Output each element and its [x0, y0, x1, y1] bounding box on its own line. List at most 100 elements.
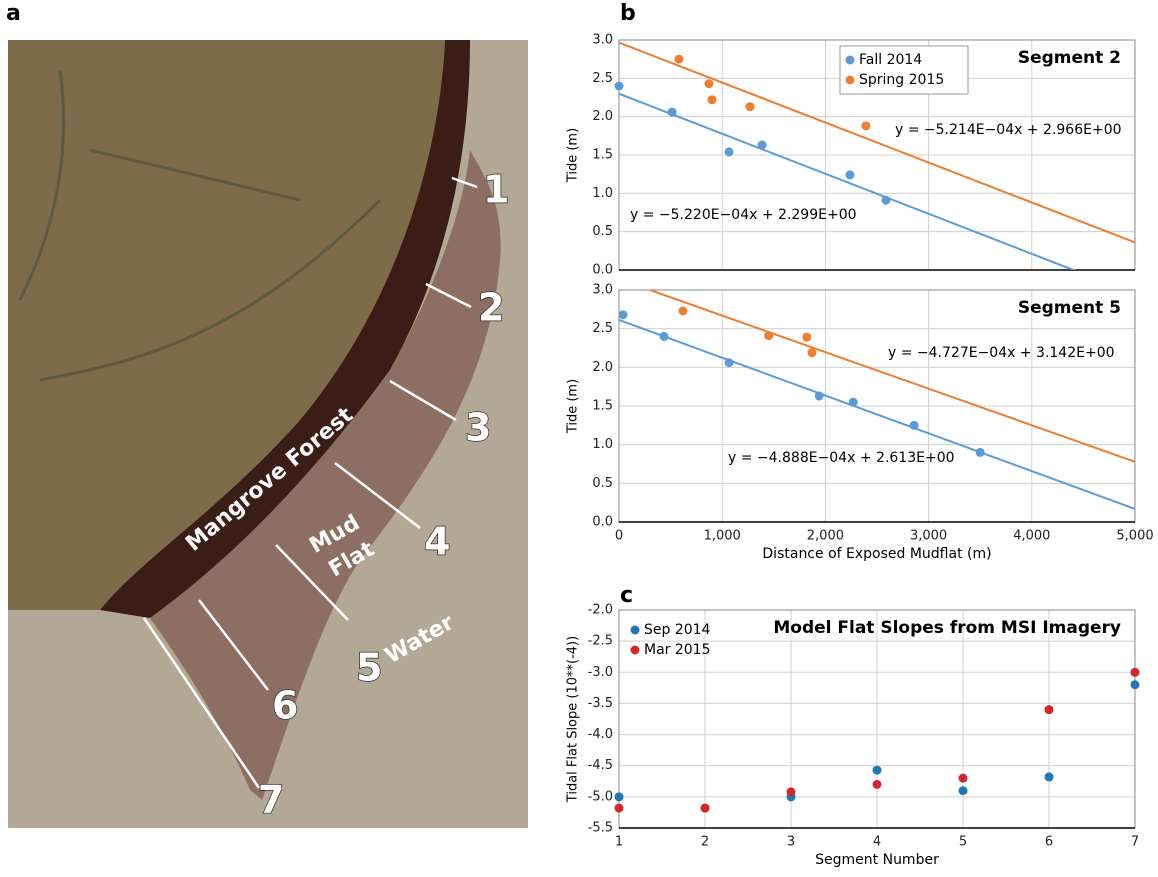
y-tick-label: 1.0: [592, 186, 613, 201]
y-tick-label: 2.5: [592, 321, 613, 336]
point: [1044, 772, 1054, 782]
x-tick-label: 5: [959, 835, 967, 850]
panel-label: c: [620, 583, 633, 608]
y-axis-label: Tide (m): [566, 128, 581, 183]
point: [724, 358, 734, 368]
point: [618, 310, 628, 320]
transect: [198, 599, 269, 691]
point: [845, 170, 855, 180]
y-tick-label: 2.0: [592, 360, 613, 375]
x-tick-label: 3: [787, 835, 795, 850]
transect-number: 3: [465, 406, 491, 450]
point: [786, 787, 796, 797]
transect-number: 7: [258, 778, 284, 822]
x-tick-label: 1,000: [704, 529, 741, 544]
point: [802, 332, 812, 342]
transects: [142, 176, 478, 789]
point: [745, 102, 755, 112]
legend-label: Spring 2015: [859, 72, 944, 88]
y-tick-label: 0.5: [592, 476, 613, 491]
point: [704, 79, 714, 89]
transect: [389, 379, 457, 422]
legend-swatch: [630, 645, 640, 655]
point: [909, 420, 919, 430]
point: [975, 447, 985, 457]
x-tick-label: 2,000: [807, 529, 844, 544]
trend-equation: y = −5.220E−04x + 2.299E+00: [630, 207, 857, 223]
point: [757, 140, 767, 150]
legend-label: Sep 2014: [644, 622, 711, 638]
legend-swatch: [630, 625, 640, 635]
x-tick-label: 6: [1045, 835, 1053, 850]
y-axis-label: Tidal Flat Slope (10**(-4)): [566, 636, 581, 803]
point: [764, 331, 774, 341]
x-tick-label: 1: [615, 835, 623, 850]
point: [614, 81, 624, 91]
legend-box: [839, 45, 969, 95]
y-tick-label: -5.5: [588, 821, 613, 836]
legend-label: Fall 2014: [859, 52, 922, 68]
point: [707, 95, 717, 105]
satellite-image: 1 2 3 4 5 6 7 Mangrove Forest Mud Flat W…: [8, 40, 528, 828]
x-tick-label: 7: [1131, 835, 1139, 850]
point: [724, 147, 734, 157]
point: [614, 792, 624, 802]
x-tick-label: 4: [873, 835, 881, 850]
y-tick-label: 1.0: [592, 437, 613, 452]
point: [861, 121, 871, 131]
transect-number: 5: [356, 646, 382, 690]
panel-label: b: [620, 1, 636, 26]
transect: [142, 617, 261, 789]
x-tick-label: 0: [615, 529, 623, 544]
trendline: [619, 318, 1135, 510]
point: [848, 397, 858, 407]
point: [678, 306, 688, 316]
point: [659, 331, 669, 341]
y-tick-label: 2.5: [592, 71, 613, 86]
trend-equation: y = −4.727E−04x + 3.142E+00: [888, 345, 1115, 361]
transect: [425, 282, 472, 309]
mangrove: [100, 40, 470, 618]
point: [814, 391, 824, 401]
mud-flat: [150, 150, 501, 800]
y-tick-label: 1.5: [592, 148, 613, 163]
point: [958, 773, 968, 783]
y-tick-label: 3.0: [592, 33, 613, 48]
transect-number: 2: [478, 286, 504, 330]
y-tick-label: -5.0: [588, 789, 613, 804]
channels: [18, 69, 382, 382]
point: [700, 803, 710, 813]
trend-equation: y = −4.888E−04x + 2.613E+00: [728, 450, 955, 466]
point: [1130, 680, 1140, 690]
point: [958, 786, 968, 796]
y-tick-label: 0.0: [592, 263, 613, 278]
point: [872, 765, 882, 775]
x-tick-label: 4,000: [1013, 529, 1050, 544]
x-axis-label: Segment Number: [815, 852, 939, 868]
transect: [275, 544, 349, 621]
trendline: [647, 290, 1135, 463]
plot-area: [619, 290, 1135, 510]
x-tick-label: 5,000: [1116, 529, 1153, 544]
plot-area: [619, 41, 1135, 270]
trendline: [619, 41, 1135, 244]
x-axis-label: Distance of Exposed Mudflat (m): [762, 546, 991, 562]
y-tick-label: -4.0: [588, 727, 613, 742]
transect: [451, 176, 478, 189]
point: [807, 348, 817, 358]
trendline: [619, 92, 1077, 270]
y-tick-label: -2.0: [588, 603, 613, 618]
point: [1044, 705, 1054, 715]
y-tick-label: 0.0: [592, 515, 613, 530]
trend-equation: y = −5.214E−04x + 2.966E+00: [895, 122, 1122, 138]
legend-swatch: [845, 55, 855, 65]
y-tick-label: -2.5: [588, 634, 613, 649]
point: [1130, 667, 1140, 677]
point: [674, 54, 684, 64]
y-tick-label: -4.5: [588, 758, 613, 773]
y-tick-label: -3.0: [588, 665, 613, 680]
y-tick-label: 3.0: [592, 283, 613, 298]
point: [881, 195, 891, 205]
y-tick-label: -3.5: [588, 696, 613, 711]
